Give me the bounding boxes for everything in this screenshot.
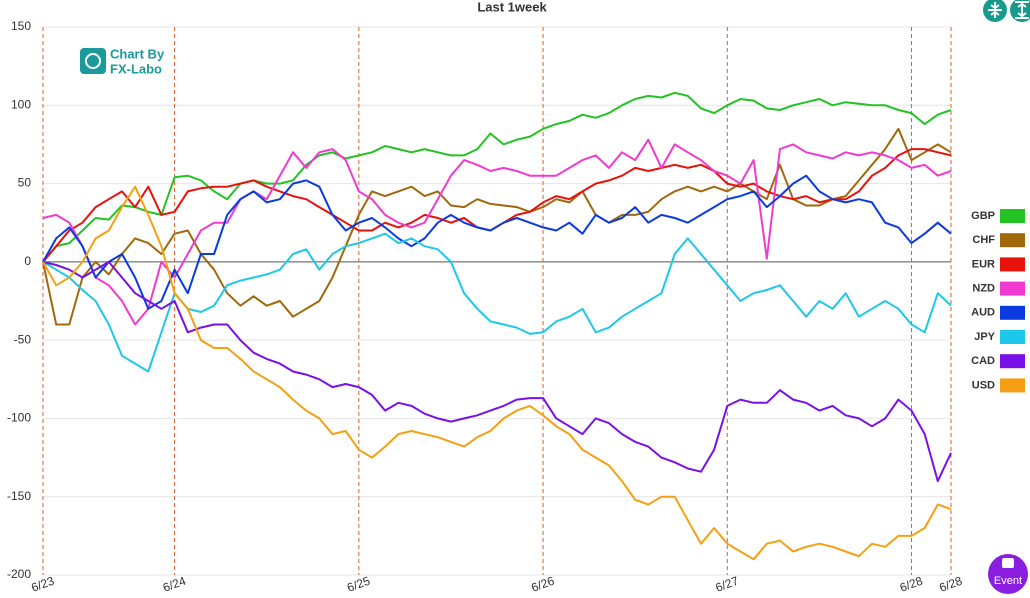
x-tick-label: 6/25 <box>345 574 372 595</box>
x-tick-label: 6/26 <box>529 574 556 595</box>
legend-swatch <box>1000 354 1025 369</box>
series-line <box>42 232 952 373</box>
y-tick-label: -200 <box>7 567 31 581</box>
legend-label: EUR <box>972 258 995 270</box>
series-line <box>42 185 952 561</box>
logo-icon-ring <box>85 53 101 69</box>
x-tick-label: 6/27 <box>714 574 741 595</box>
series-line <box>42 174 952 310</box>
y-tick-label: -150 <box>7 489 31 503</box>
legend-label: JPY <box>974 331 995 343</box>
y-tick-label: 0 <box>24 254 31 268</box>
legend-label: CAD <box>971 355 995 367</box>
expand-icon <box>1015 1 1029 19</box>
legend-label: GBP <box>971 210 995 222</box>
legend-swatch <box>1000 305 1025 320</box>
legend-swatch <box>1000 209 1025 223</box>
legend-swatch <box>1000 330 1025 344</box>
logo-text: Chart By <box>110 46 165 61</box>
event-button[interactable]: Event <box>988 554 1028 594</box>
legend-swatch <box>1000 378 1025 393</box>
legend-swatch <box>1000 281 1025 296</box>
x-tick-label: 6/28 <box>937 574 964 595</box>
series-line <box>42 138 952 326</box>
x-tick-label: 6/24 <box>161 574 188 595</box>
x-tick-label: 6/23 <box>29 574 56 595</box>
logo-text: FX-Labo <box>110 61 162 76</box>
legend-label: AUD <box>971 307 995 319</box>
y-tick-label: -100 <box>7 411 31 425</box>
logo: Chart By FX-Labo <box>80 46 165 76</box>
y-tick-label: -50 <box>14 332 32 346</box>
event-circle[interactable] <box>988 554 1028 594</box>
legend-label: NZD <box>972 283 995 295</box>
y-tick-label: 150 <box>11 19 31 33</box>
series-line <box>42 260 952 483</box>
series-line <box>42 91 952 263</box>
y-tick-label: 50 <box>18 176 32 190</box>
event-label[interactable]: Event <box>994 575 1022 587</box>
legend-swatch <box>1000 257 1025 272</box>
legend-label: USD <box>972 379 995 391</box>
y-tick-label: 100 <box>11 97 31 111</box>
logo-icon <box>80 48 106 74</box>
plot: -200 -150 -100 -50 0 50 100 150 6/23 6/24 6/25 6/26… <box>7 19 964 595</box>
event-icon <box>1002 558 1014 568</box>
chart-title: Last 1week <box>477 0 547 14</box>
toolbar <box>983 0 1030 22</box>
legend-swatch <box>1000 233 1025 248</box>
collapse-icon <box>988 2 1002 18</box>
legend-label: CHF <box>972 234 995 246</box>
x-tick-label: 6/28 <box>898 574 925 595</box>
